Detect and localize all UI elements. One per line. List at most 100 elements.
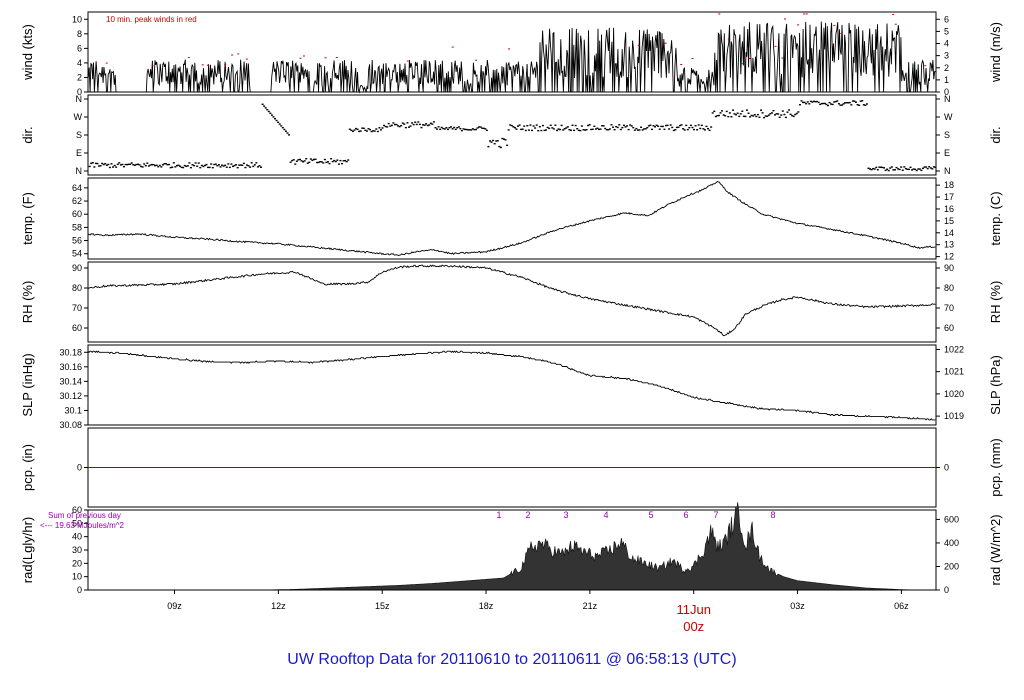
dir-point (652, 125, 655, 127)
peak-wind-note: 10 min. peak winds in red (106, 15, 197, 24)
dir-point (844, 102, 847, 104)
dir-point (604, 127, 607, 130)
dir-point (468, 129, 471, 131)
left-tick-label: 90 (72, 263, 82, 273)
dir-point (112, 166, 115, 168)
x-tick-label: 21z (583, 601, 598, 611)
left-tick-label: 0 (77, 87, 82, 97)
dir-point (583, 129, 586, 131)
dir-point (347, 159, 350, 161)
dir-point (205, 163, 208, 166)
right-tick-label: 0 (944, 585, 949, 595)
dir-point (607, 129, 610, 131)
dir-point (249, 166, 252, 168)
dir-point (495, 140, 498, 142)
right-axis-label: RH (%) (988, 281, 1003, 324)
dir-point (425, 123, 428, 125)
dir-point (267, 110, 270, 113)
dir-point (540, 129, 543, 132)
left-tick-label: 62 (72, 196, 82, 206)
dir-point (755, 115, 758, 118)
dir-point (179, 165, 182, 168)
dir-point (724, 115, 727, 117)
dir-point (306, 162, 309, 164)
right-tick-label: 200 (944, 561, 959, 571)
dir-point (415, 123, 418, 126)
dir-point (426, 124, 429, 127)
dir-point (239, 164, 242, 166)
dir-point (172, 162, 175, 164)
dir-point (663, 128, 666, 131)
dir-point (130, 162, 133, 164)
dir-point (152, 163, 155, 166)
dir-point (808, 103, 811, 105)
dir-point (918, 168, 921, 170)
left-tick-label: N (76, 166, 83, 176)
dir-point (202, 165, 205, 168)
dir-point (235, 164, 238, 166)
right-tick-label: N (944, 166, 951, 176)
dir-point (873, 168, 876, 170)
dir-point (174, 166, 177, 168)
dir-point (864, 104, 867, 107)
dir-point (454, 128, 457, 131)
left-tick-label: 64 (72, 183, 82, 193)
dir-point (188, 162, 191, 164)
dir-point (605, 129, 608, 131)
peak-wind-mark (475, 59, 478, 61)
dir-point (640, 126, 643, 128)
dir-point (521, 128, 524, 130)
dir-point (216, 165, 219, 167)
dir-point (140, 165, 143, 168)
dir-point (557, 128, 560, 130)
dir-point (914, 168, 917, 171)
dir-point (365, 130, 368, 132)
dir-point (758, 116, 761, 118)
dir-point (242, 162, 245, 165)
dir-point (171, 166, 174, 168)
dir-point (520, 128, 523, 131)
dir-point (895, 166, 898, 169)
dir-point (679, 124, 682, 127)
dir-point (749, 116, 752, 118)
panel-frame (87, 94, 937, 176)
dir-point (596, 127, 599, 129)
dir-point (370, 130, 373, 133)
right-axis-label: temp. (C) (988, 191, 1003, 245)
peak-wind-mark (803, 13, 806, 15)
dir-point (488, 140, 491, 142)
slp-line (87, 350, 936, 421)
dir-point (833, 101, 836, 103)
dir-point (177, 164, 180, 166)
left-tick-label: 30.16 (59, 362, 82, 372)
dir-point (108, 166, 111, 169)
dir-point (657, 125, 660, 127)
dir-point (102, 163, 105, 166)
dir-point (443, 128, 446, 130)
dir-point (705, 125, 708, 128)
dir-point (789, 113, 792, 116)
dir-point (856, 103, 859, 106)
right-tick-label: 1019 (944, 411, 964, 421)
dir-point (384, 125, 387, 128)
dir-point (506, 144, 509, 147)
dir-point (196, 165, 199, 167)
dir-point (269, 112, 272, 114)
dir-point (831, 103, 834, 106)
right-axis-label: rad (W/m^2) (988, 514, 1003, 585)
dir-point (632, 126, 635, 129)
x-tick-label: 18z (479, 601, 494, 611)
dir-point (839, 104, 842, 106)
dir-point (836, 100, 839, 102)
dir-point (537, 129, 540, 132)
dir-point (291, 159, 294, 162)
dir-point (621, 126, 624, 129)
left-tick-label: 40 (72, 532, 82, 542)
dir-point (200, 164, 203, 167)
peak-wind-mark (187, 57, 190, 59)
dir-point (573, 129, 576, 132)
dir-point (116, 163, 119, 166)
dir-point (270, 114, 273, 116)
dir-point (523, 125, 526, 127)
right-axis-label: wind (m/s) (988, 22, 1003, 83)
